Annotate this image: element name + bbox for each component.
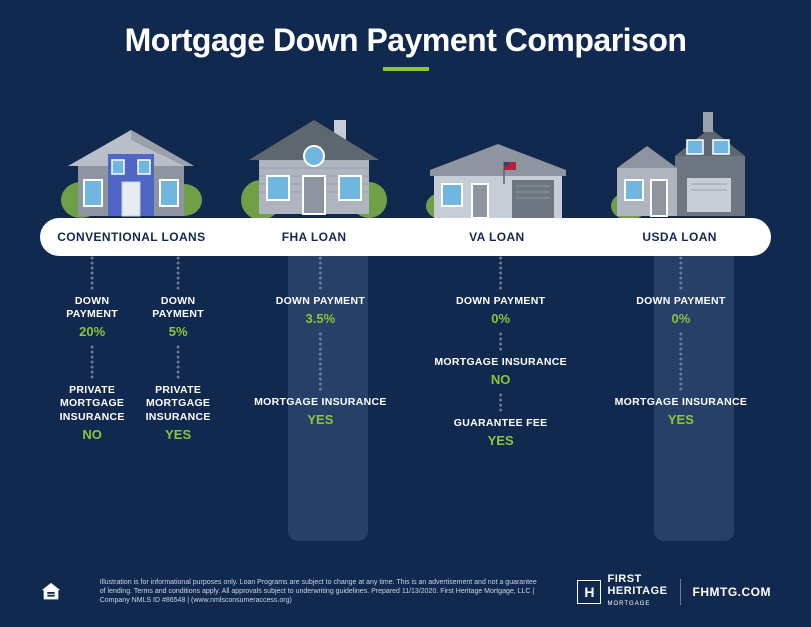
- dots: ●●●●: [499, 332, 503, 352]
- house-fha: [234, 112, 394, 222]
- gf-value: YES: [488, 433, 514, 448]
- dots: ●●●●●●●●●●●●: [679, 332, 683, 392]
- mi-label: MORTGAGE INSURANCE: [615, 396, 748, 409]
- dp-value: 0%: [491, 311, 510, 326]
- houses-row: [40, 92, 771, 222]
- pmi-label: PRIVATE MORTGAGE INSURANCE: [139, 384, 217, 423]
- dots: ●●●●●●●: [318, 256, 322, 291]
- loan-label-usda: USDA LOAN: [600, 230, 760, 244]
- dots: ●●●●●●●●●●●●: [318, 332, 322, 392]
- pmi-label: PRIVATE MORTGAGE INSURANCE: [53, 384, 131, 423]
- col-conventional-20: ●●●●●●● DOWN PAYMENT 20% ●●●●●●● PRIVATE…: [53, 256, 131, 556]
- loan-label-band: CONVENTIONAL LOANS FHA LOAN VA LOAN USDA…: [40, 218, 771, 256]
- brand-divider: [680, 579, 681, 605]
- data-columns: ●●●●●●● DOWN PAYMENT 20% ●●●●●●● PRIVATE…: [40, 256, 771, 556]
- dp-label: DOWN PAYMENT: [139, 295, 217, 321]
- gf-label: GUARANTEE FEE: [454, 417, 548, 430]
- dp-value: 20%: [79, 324, 105, 339]
- title-underline: [383, 67, 429, 71]
- col-conventional: ●●●●●●● DOWN PAYMENT 20% ●●●●●●● PRIVATE…: [50, 256, 220, 556]
- dots: ●●●●●●●: [90, 256, 94, 291]
- dp-value: 5%: [169, 324, 188, 339]
- dp-label: DOWN PAYMENT: [276, 295, 365, 308]
- dp-label: DOWN PAYMENT: [636, 295, 725, 308]
- dp-value: 3.5%: [306, 311, 336, 326]
- mi-label: MORTGAGE INSURANCE: [434, 356, 567, 369]
- dots: ●●●●: [499, 393, 503, 413]
- loan-label-va: VA LOAN: [417, 230, 577, 244]
- brand-block: H FIRST HERITAGE MORTGAGE FHMTG.COM: [577, 574, 771, 609]
- equal-housing-icon: [40, 581, 62, 603]
- disclaimer-text: Illustration is for informational purpos…: [100, 578, 540, 606]
- brand-h-icon: H: [577, 580, 601, 604]
- dp-label: DOWN PAYMENT: [53, 295, 131, 321]
- brand-sub: MORTGAGE: [607, 601, 650, 607]
- dp-value: 0%: [671, 311, 690, 326]
- dots: ●●●●●●●: [176, 256, 180, 291]
- brand-first: FIRST: [607, 573, 641, 585]
- brand-url: FHMTG.COM: [693, 585, 772, 599]
- loan-label-fha: FHA LOAN: [234, 230, 394, 244]
- mi-value: NO: [491, 372, 511, 387]
- house-conventional: [51, 112, 211, 222]
- dp-label: DOWN PAYMENT: [456, 295, 545, 308]
- brand-logo: H FIRST HERITAGE MORTGAGE: [577, 574, 667, 609]
- house-usda: [600, 112, 760, 222]
- brand-text: FIRST HERITAGE MORTGAGE: [607, 574, 667, 609]
- pmi-value: YES: [165, 427, 191, 442]
- footer: Illustration is for informational purpos…: [40, 574, 771, 609]
- col-usda: ●●●●●●● DOWN PAYMENT 0% ●●●●●●●●●●●● MOR…: [601, 256, 761, 556]
- dots: ●●●●●●●: [176, 345, 180, 380]
- brand-heritage: HERITAGE: [607, 585, 667, 597]
- col-conventional-5: ●●●●●●● DOWN PAYMENT 5% ●●●●●●● PRIVATE …: [139, 256, 217, 556]
- house-va: [417, 112, 577, 222]
- pmi-value: NO: [82, 427, 102, 442]
- mi-value: YES: [668, 412, 694, 427]
- dots: ●●●●●●●: [679, 256, 683, 291]
- dots: ●●●●●●●: [90, 345, 94, 380]
- page-title: Mortgage Down Payment Comparison: [0, 22, 811, 59]
- mi-label: MORTGAGE INSURANCE: [254, 396, 387, 409]
- col-va: ●●●●●●● DOWN PAYMENT 0% ●●●● MORTGAGE IN…: [421, 256, 581, 556]
- col-fha: ●●●●●●● DOWN PAYMENT 3.5% ●●●●●●●●●●●● M…: [240, 256, 400, 556]
- loan-label-conventional: CONVENTIONAL LOANS: [51, 230, 211, 244]
- dots: ●●●●●●●: [499, 256, 503, 291]
- mi-value: YES: [307, 412, 333, 427]
